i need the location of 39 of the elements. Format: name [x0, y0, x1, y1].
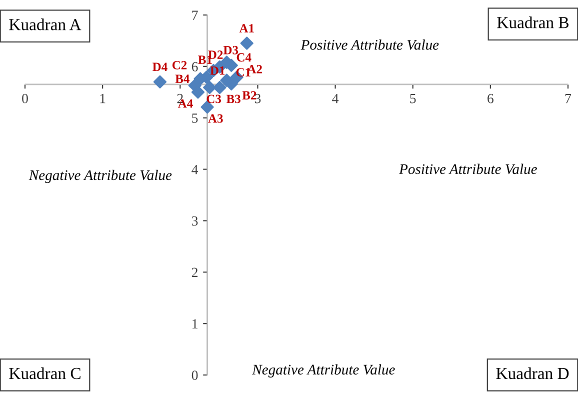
point — [213, 80, 226, 94]
y-tick-label: 1 — [192, 319, 198, 328]
x-tick-label: 3 — [254, 94, 261, 104]
annotation: Kuadran B — [497, 16, 569, 28]
annotation: C3 — [206, 94, 221, 104]
annotation: Kuadran C — [9, 367, 80, 380]
x-tick-label: 1 — [100, 94, 106, 104]
annotation: D1 — [210, 66, 225, 75]
point — [203, 80, 216, 94]
x-tick-label: 0 — [22, 94, 28, 104]
annotation: C2 — [172, 61, 187, 70]
annotation: C4 — [236, 53, 252, 62]
y-tick-label: 7 — [192, 10, 198, 20]
x-tick-label: 6 — [488, 94, 494, 104]
annotation: Kuadran D — [496, 367, 569, 380]
y-tick-label: 5 — [192, 114, 198, 123]
annotation: B2 — [242, 91, 256, 100]
annotation: Kuadran A — [9, 18, 82, 30]
annotation: D3 — [223, 46, 238, 54]
x-tick-label: 7 — [565, 94, 572, 104]
point — [240, 36, 254, 50]
point — [153, 75, 167, 88]
annotation: B3 — [226, 94, 240, 104]
y-tick-label: 4 — [192, 164, 198, 174]
annotation: A1 — [239, 24, 254, 32]
annotation: D4 — [152, 62, 168, 71]
annotation: Negative Attribute Value — [252, 364, 395, 378]
y-tick-label: 3 — [192, 216, 198, 226]
annotation: B4 — [175, 74, 190, 83]
point — [191, 86, 205, 99]
annotation: A3 — [208, 114, 223, 123]
annotation: Positive Attribute Value — [398, 164, 537, 174]
annotation: Positive Attribute Value — [300, 40, 439, 50]
x-tick-label: 4 — [332, 94, 339, 104]
y-tick-label: 0 — [192, 370, 198, 380]
y-tick-label: 6 — [192, 62, 198, 72]
annotation: Negative Attribute Value — [28, 170, 172, 184]
y-tick-label: 2 — [192, 268, 198, 277]
x-tick-label: 5 — [410, 94, 416, 104]
